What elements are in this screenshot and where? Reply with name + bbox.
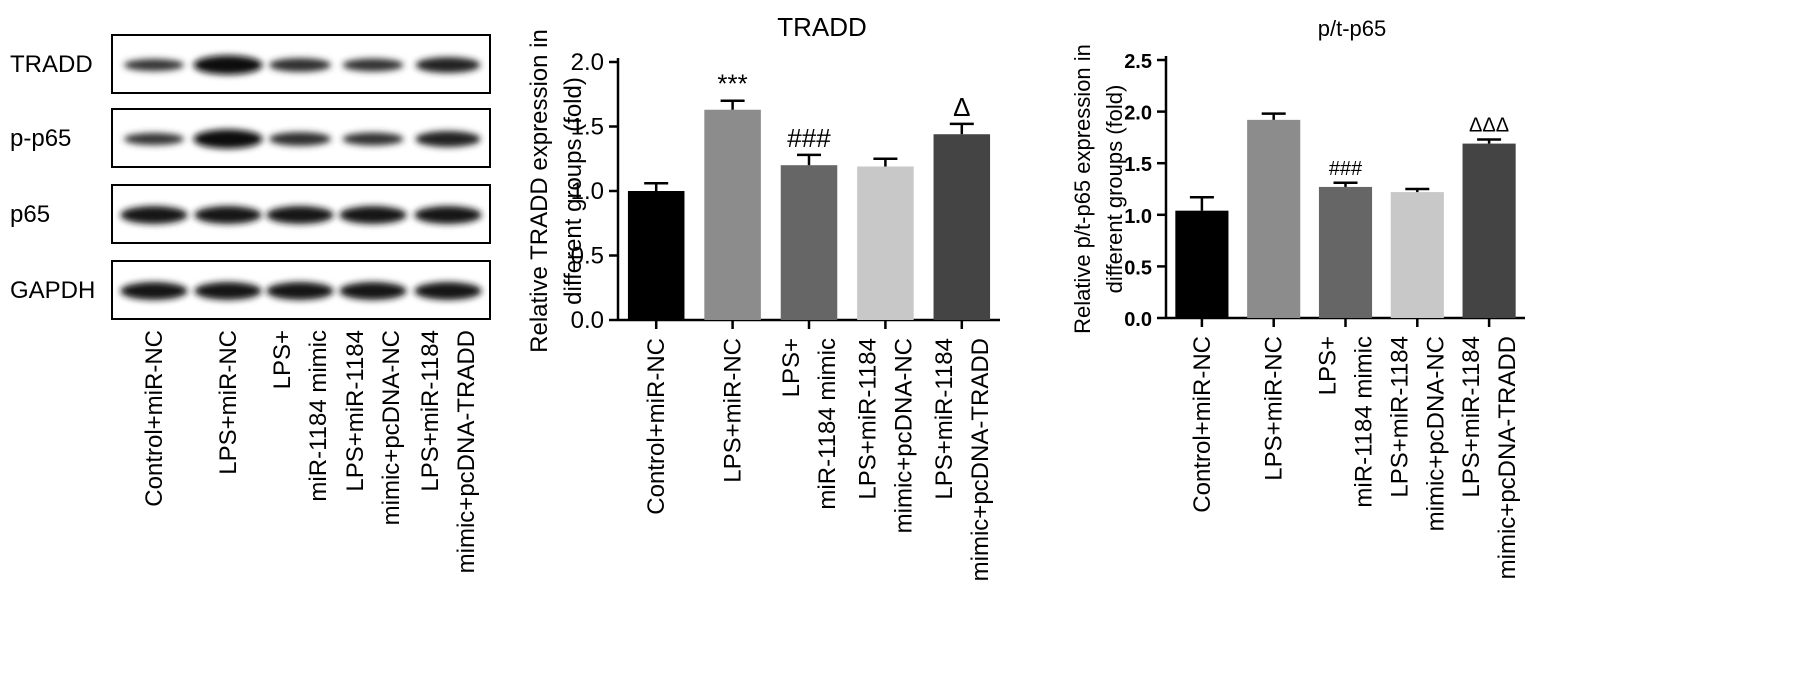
- x-tick-label: miR-1184 mimic: [1351, 336, 1378, 508]
- bar: [1247, 119, 1301, 318]
- blot-lane-label: mimic+pcDNA-TRADD: [453, 330, 480, 573]
- blot-band: [415, 130, 481, 148]
- blot-band: [193, 129, 263, 149]
- y-axis-label: Relative TRADD expression in: [526, 29, 553, 353]
- y-tick-label: 0.0: [571, 307, 604, 334]
- blot-band: [123, 132, 185, 146]
- bar: [1390, 192, 1444, 318]
- x-tick-label: mimic+pcDNA-TRADD: [1494, 336, 1521, 579]
- bar: [933, 134, 991, 320]
- blot-lane-label: LPS+: [269, 330, 296, 389]
- bar: [627, 191, 685, 320]
- y-tick-label: 2.0: [571, 49, 604, 76]
- blot-band: [120, 206, 188, 224]
- x-tick-label: LPS+: [1315, 336, 1342, 395]
- blot-band: [120, 282, 188, 300]
- y-tick-label: 1.0: [571, 178, 604, 205]
- x-tick-label: LPS+miR-NC: [720, 338, 747, 483]
- blot-lane-label: LPS+miR-1184: [342, 330, 369, 492]
- significance-mark: ###: [1329, 158, 1363, 180]
- blot-lane-label: LPS+miR-NC: [215, 330, 242, 475]
- y-tick-label: 2.0: [1124, 103, 1152, 125]
- blot-band: [193, 55, 263, 75]
- blot-band: [414, 282, 482, 300]
- y-tick-label: 0.5: [571, 243, 604, 270]
- bar: [780, 165, 838, 320]
- y-tick-label: 1.5: [571, 114, 604, 141]
- significance-mark: Δ: [953, 92, 970, 122]
- significance-mark: ###: [787, 123, 831, 153]
- chart-title: p/t-p65: [1318, 16, 1387, 41]
- blot-band: [269, 58, 331, 72]
- bar: [1462, 143, 1516, 318]
- bar: [704, 109, 761, 320]
- blot-lane-label: Control+miR-NC: [141, 330, 168, 507]
- y-tick-label: 1.0: [1124, 206, 1152, 228]
- bar: [1175, 210, 1229, 318]
- x-tick-label: mimic+pcDNA-TRADD: [967, 338, 994, 581]
- blot-band: [266, 206, 334, 224]
- y-tick-label: 1.5: [1124, 154, 1152, 176]
- x-tick-label: LPS+: [778, 338, 805, 397]
- blot-band: [342, 58, 404, 72]
- tradd-bar-chart: TRADD Relative TRADD expression in differe…: [526, 12, 1000, 581]
- blot-band: [269, 132, 331, 146]
- p-t-p65-bar-chart: p/t-p65 Relative p/t-p65 expression in dif…: [1070, 16, 1525, 579]
- y-tick-label: 0.5: [1124, 257, 1152, 279]
- x-tick-label: mimic+pcDNA-NC: [1422, 336, 1449, 531]
- blot-band: [342, 132, 404, 146]
- blot-band: [194, 282, 262, 300]
- blot-band: [194, 206, 262, 224]
- blot-row-label: TRADD: [10, 51, 93, 78]
- blot-band: [266, 282, 334, 300]
- x-tick-label: LPS+miR-1184: [1458, 336, 1485, 498]
- significance-mark: ***: [717, 69, 747, 99]
- blot-band: [339, 282, 407, 300]
- x-tick-label: LPS+miR-1184: [931, 338, 958, 500]
- blot-lane-label: miR-1184 mimic: [305, 330, 332, 502]
- blot-band: [339, 206, 407, 224]
- y-axis-label: Relative p/t-p65 expression in: [1070, 44, 1095, 334]
- x-tick-label: Control+miR-NC: [1189, 336, 1216, 513]
- blot-band: [415, 57, 481, 73]
- y-axis-label: different groups (fold): [560, 77, 587, 305]
- blot-band: [414, 206, 482, 224]
- x-tick-label: miR-1184 mimic: [814, 338, 841, 510]
- blot-row-label: GAPDH: [10, 277, 95, 304]
- x-tick-label: mimic+pcDNA-NC: [890, 338, 917, 533]
- blot-lane-label: mimic+pcDNA-NC: [378, 330, 405, 525]
- bar: [857, 166, 914, 320]
- significance-mark: ΔΔΔ: [1469, 114, 1509, 136]
- blot-row-label: p-p65: [10, 125, 71, 152]
- blot-band: [123, 58, 185, 72]
- blot-row-label: p65: [10, 201, 50, 228]
- y-tick-label: 2.5: [1124, 51, 1152, 73]
- y-axis-label: different groups (fold): [1102, 85, 1127, 294]
- x-tick-label: Control+miR-NC: [643, 338, 670, 515]
- bar: [1318, 186, 1373, 318]
- x-tick-label: LPS+miR-1184: [854, 338, 881, 500]
- x-tick-label: LPS+miR-NC: [1261, 336, 1288, 481]
- x-tick-label: LPS+miR-1184: [1386, 336, 1413, 498]
- chart-title: TRADD: [777, 12, 867, 42]
- y-tick-label: 0.0: [1124, 309, 1152, 331]
- blot-lane-label: LPS+miR-1184: [417, 330, 444, 492]
